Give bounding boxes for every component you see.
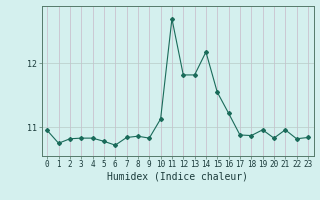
X-axis label: Humidex (Indice chaleur): Humidex (Indice chaleur) xyxy=(107,172,248,182)
